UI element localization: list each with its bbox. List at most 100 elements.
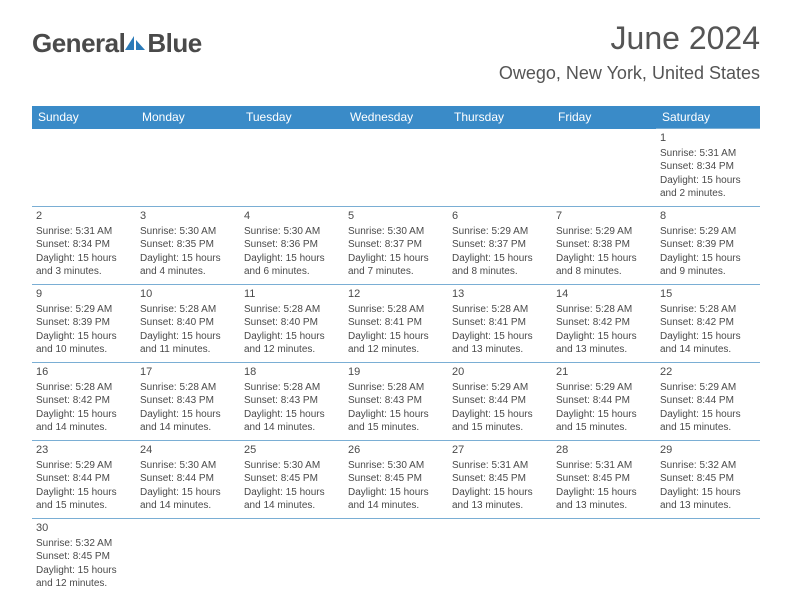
daylight-line-1: Daylight: 15 hours [452,486,548,500]
daylight-line-2: and 3 minutes. [36,265,132,279]
calendar-row: 2Sunrise: 5:31 AMSunset: 8:34 PMDaylight… [32,207,760,285]
daylight-line-1: Daylight: 15 hours [452,330,548,344]
calendar-cell [344,519,448,597]
sunset-line: Sunset: 8:37 PM [348,238,444,252]
daylight-line-1: Daylight: 15 hours [36,330,132,344]
weekday-header: Wednesday [344,106,448,129]
daylight-line-1: Daylight: 15 hours [140,486,236,500]
sunrise-line: Sunrise: 5:28 AM [140,381,236,395]
sunrise-line: Sunrise: 5:30 AM [244,225,340,239]
sunrise-line: Sunrise: 5:32 AM [660,459,756,473]
sunrise-line: Sunrise: 5:30 AM [140,459,236,473]
daylight-line-1: Daylight: 15 hours [452,252,548,266]
sunset-line: Sunset: 8:39 PM [36,316,132,330]
sunset-line: Sunset: 8:45 PM [36,550,132,564]
weekday-header: Saturday [656,106,760,129]
sunrise-line: Sunrise: 5:29 AM [660,381,756,395]
daylight-line-2: and 13 minutes. [452,499,548,513]
calendar-row: 16Sunrise: 5:28 AMSunset: 8:42 PMDayligh… [32,363,760,441]
day-number: 24 [140,443,236,458]
daylight-line-1: Daylight: 15 hours [452,408,548,422]
daylight-line-1: Daylight: 15 hours [556,486,652,500]
calendar-cell: 12Sunrise: 5:28 AMSunset: 8:41 PMDayligh… [344,285,448,363]
calendar-cell: 1Sunrise: 5:31 AMSunset: 8:34 PMDaylight… [656,129,760,207]
sunrise-line: Sunrise: 5:29 AM [660,225,756,239]
day-number: 20 [452,365,548,380]
daylight-line-2: and 14 minutes. [140,421,236,435]
sunrise-line: Sunrise: 5:29 AM [36,459,132,473]
logo-text-blue: Blue [147,28,201,59]
calendar-cell: 27Sunrise: 5:31 AMSunset: 8:45 PMDayligh… [448,441,552,519]
day-number: 29 [660,443,756,458]
sunset-line: Sunset: 8:34 PM [36,238,132,252]
sunset-line: Sunset: 8:43 PM [244,394,340,408]
sunset-line: Sunset: 8:39 PM [660,238,756,252]
daylight-line-1: Daylight: 15 hours [348,486,444,500]
daylight-line-2: and 2 minutes. [660,187,756,201]
month-year: June 2024 [499,20,760,57]
calendar-cell [136,519,240,597]
calendar-cell [32,129,136,207]
sunrise-line: Sunrise: 5:29 AM [36,303,132,317]
daylight-line-2: and 4 minutes. [140,265,236,279]
calendar-cell [552,519,656,597]
sunrise-line: Sunrise: 5:30 AM [244,459,340,473]
calendar-cell: 3Sunrise: 5:30 AMSunset: 8:35 PMDaylight… [136,207,240,285]
calendar-cell: 9Sunrise: 5:29 AMSunset: 8:39 PMDaylight… [32,285,136,363]
weekday-header: Friday [552,106,656,129]
daylight-line-1: Daylight: 15 hours [348,252,444,266]
weekday-header: Monday [136,106,240,129]
daylight-line-1: Daylight: 15 hours [660,408,756,422]
calendar-table: SundayMondayTuesdayWednesdayThursdayFrid… [32,106,760,597]
sunset-line: Sunset: 8:44 PM [660,394,756,408]
daylight-line-1: Daylight: 15 hours [660,486,756,500]
logo-text-general: General [32,28,125,59]
sunrise-line: Sunrise: 5:28 AM [348,303,444,317]
sunset-line: Sunset: 8:40 PM [140,316,236,330]
day-number: 9 [36,287,132,302]
sunset-line: Sunset: 8:44 PM [452,394,548,408]
day-number: 10 [140,287,236,302]
calendar-cell: 11Sunrise: 5:28 AMSunset: 8:40 PMDayligh… [240,285,344,363]
daylight-line-1: Daylight: 15 hours [140,252,236,266]
daylight-line-2: and 12 minutes. [244,343,340,357]
calendar-cell: 22Sunrise: 5:29 AMSunset: 8:44 PMDayligh… [656,363,760,441]
daylight-line-2: and 15 minutes. [452,421,548,435]
daylight-line-2: and 6 minutes. [244,265,340,279]
daylight-line-1: Daylight: 15 hours [140,330,236,344]
sunrise-line: Sunrise: 5:32 AM [36,537,132,551]
sunset-line: Sunset: 8:41 PM [348,316,444,330]
calendar-cell: 6Sunrise: 5:29 AMSunset: 8:37 PMDaylight… [448,207,552,285]
calendar-cell [656,519,760,597]
sunrise-line: Sunrise: 5:28 AM [660,303,756,317]
location: Owego, New York, United States [499,63,760,84]
day-number: 6 [452,209,548,224]
day-number: 13 [452,287,548,302]
sunset-line: Sunset: 8:43 PM [140,394,236,408]
day-number: 17 [140,365,236,380]
sunrise-line: Sunrise: 5:31 AM [660,147,756,161]
calendar-cell: 4Sunrise: 5:30 AMSunset: 8:36 PMDaylight… [240,207,344,285]
sunrise-line: Sunrise: 5:30 AM [140,225,236,239]
daylight-line-2: and 12 minutes. [36,577,132,591]
calendar-cell: 17Sunrise: 5:28 AMSunset: 8:43 PMDayligh… [136,363,240,441]
daylight-line-1: Daylight: 15 hours [244,486,340,500]
sunset-line: Sunset: 8:40 PM [244,316,340,330]
daylight-line-2: and 12 minutes. [348,343,444,357]
calendar-cell: 26Sunrise: 5:30 AMSunset: 8:45 PMDayligh… [344,441,448,519]
sunset-line: Sunset: 8:41 PM [452,316,548,330]
daylight-line-2: and 14 minutes. [244,421,340,435]
weekday-header: Tuesday [240,106,344,129]
daylight-line-1: Daylight: 15 hours [660,330,756,344]
sunset-line: Sunset: 8:45 PM [660,472,756,486]
day-number: 14 [556,287,652,302]
daylight-line-1: Daylight: 15 hours [36,408,132,422]
sunrise-line: Sunrise: 5:31 AM [452,459,548,473]
daylight-line-2: and 14 minutes. [660,343,756,357]
daylight-line-2: and 14 minutes. [244,499,340,513]
daylight-line-2: and 13 minutes. [556,499,652,513]
calendar-cell [240,519,344,597]
sunset-line: Sunset: 8:34 PM [660,160,756,174]
daylight-line-2: and 14 minutes. [36,421,132,435]
calendar-cell: 16Sunrise: 5:28 AMSunset: 8:42 PMDayligh… [32,363,136,441]
